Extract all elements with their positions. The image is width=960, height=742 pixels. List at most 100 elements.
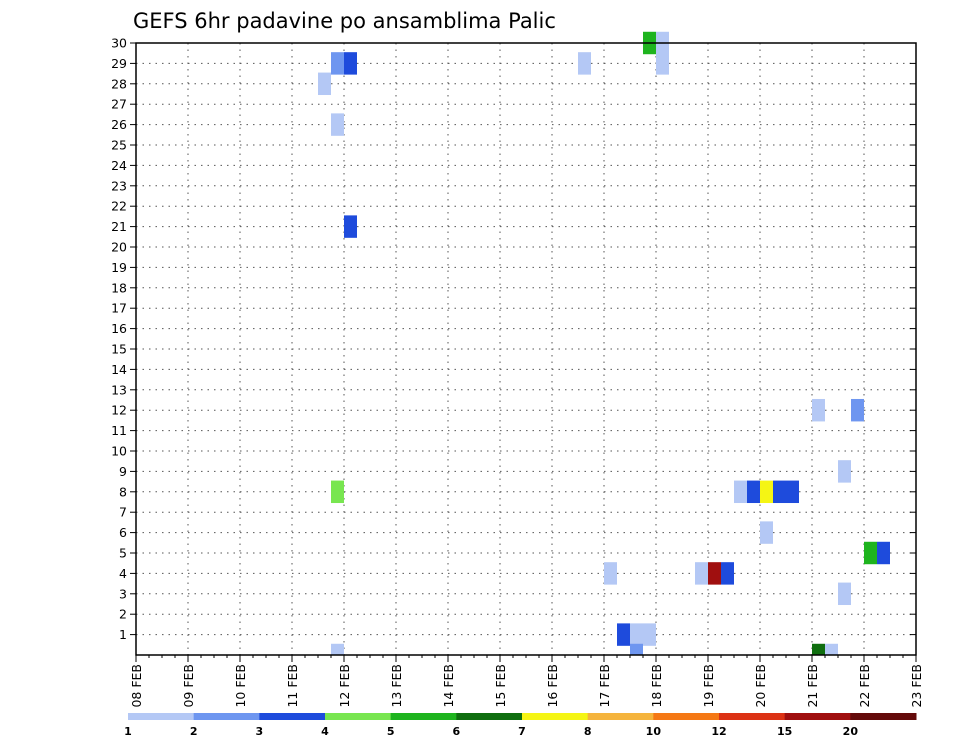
colorbar-label: 5	[387, 725, 395, 738]
heatmap-cells	[318, 31, 890, 655]
x-tick-label: 15 FEB	[493, 664, 508, 708]
y-tick-label: 25	[111, 138, 127, 153]
colorbar-segment	[128, 713, 195, 720]
x-tick-label: 09 FEB	[181, 664, 196, 708]
y-tick-label: 18	[111, 280, 127, 295]
y-tick-label: 3	[119, 586, 127, 601]
x-tick-label: 18 FEB	[649, 664, 664, 708]
heatmap-cell	[318, 72, 331, 96]
x-tick-label: 12 FEB	[337, 664, 352, 708]
y-tick-label: 15	[111, 342, 127, 357]
colorbar-label: 20	[843, 725, 859, 738]
y-tick-label: 16	[111, 321, 127, 336]
heatmap-cell	[695, 562, 708, 585]
colorbar-segment	[193, 713, 260, 720]
heatmap-cell	[838, 582, 851, 606]
heatmap-cell	[851, 398, 864, 422]
y-axis: 1234567891011121314151617181920212223242…	[111, 36, 916, 642]
heatmap-cell	[578, 52, 591, 75]
y-tick-label: 1	[119, 627, 127, 642]
heatmap-cell	[630, 643, 643, 655]
colorbar-segment	[653, 713, 720, 720]
colorbar-label: 2	[190, 725, 198, 738]
heatmap-cell	[643, 623, 656, 646]
y-tick-label: 8	[119, 484, 127, 499]
y-tick-label: 28	[111, 76, 127, 91]
heatmap-cell	[773, 480, 786, 504]
heatmap-cell	[708, 562, 721, 585]
x-tick-label: 13 FEB	[389, 664, 404, 708]
x-tick-label: 22 FEB	[857, 664, 872, 708]
heatmap-cell	[838, 460, 851, 483]
y-tick-label: 9	[119, 464, 127, 479]
y-tick-label: 26	[111, 117, 127, 132]
heatmap-cell	[734, 480, 747, 504]
y-tick-label: 21	[111, 219, 127, 234]
heatmap-cell	[630, 623, 643, 646]
heatmap-cell	[331, 480, 344, 504]
colorbar-label: 1	[124, 725, 132, 738]
x-tick-label: 21 FEB	[805, 664, 820, 708]
heatmap-cell	[604, 562, 617, 585]
y-tick-label: 5	[119, 546, 127, 561]
colorbar-segment	[325, 713, 392, 720]
heatmap-cell	[617, 623, 630, 646]
grid-lines	[136, 43, 916, 655]
colorbar: 1 2 3 4 5 6 7 8 10 12 15 20	[124, 713, 917, 738]
heatmap-cell	[747, 480, 760, 504]
x-tick-label: 10 FEB	[233, 664, 248, 708]
colorbar-label: 4	[321, 725, 329, 738]
colorbar-label: 15	[777, 725, 792, 738]
colorbar-label: 12	[711, 725, 726, 738]
y-tick-label: 23	[111, 178, 127, 193]
y-tick-label: 24	[111, 158, 127, 173]
colorbar-label: 6	[453, 725, 461, 738]
heatmap-cell	[760, 521, 773, 544]
heatmap-cell	[864, 541, 877, 565]
colorbar-label: 10	[646, 725, 662, 738]
y-tick-label: 10	[111, 444, 127, 459]
colorbar-segment	[390, 713, 457, 720]
colorbar-segment	[850, 713, 917, 720]
y-tick-label: 20	[111, 240, 127, 255]
colorbar-segment	[259, 713, 326, 720]
heatmap-cell	[812, 398, 825, 422]
colorbar-label: 3	[256, 725, 264, 738]
chart-title: GEFS 6hr padavine po ansamblima Palic	[133, 9, 556, 33]
colorbar-segment	[587, 713, 654, 720]
heatmap-cell	[812, 643, 825, 655]
y-tick-label: 12	[111, 403, 127, 418]
y-tick-label: 2	[119, 607, 127, 622]
y-tick-label: 13	[111, 382, 127, 397]
x-tick-label: 08 FEB	[129, 664, 144, 708]
y-tick-label: 30	[111, 36, 127, 51]
y-tick-label: 11	[111, 423, 127, 438]
heatmap-cell	[344, 52, 357, 75]
y-tick-label: 19	[111, 260, 127, 275]
x-tick-label: 14 FEB	[441, 664, 456, 708]
x-tick-label: 20 FEB	[753, 664, 768, 708]
colorbar-segment	[719, 713, 786, 720]
colorbar-label: 7	[518, 725, 526, 738]
x-tick-label: 23 FEB	[909, 664, 924, 708]
colorbar-segment	[522, 713, 589, 720]
heatmap-cell	[721, 562, 734, 585]
x-tick-label: 11 FEB	[285, 664, 300, 708]
y-tick-label: 29	[111, 56, 127, 71]
y-tick-label: 7	[119, 505, 127, 520]
x-tick-label: 19 FEB	[701, 664, 716, 708]
y-tick-label: 17	[111, 301, 127, 316]
heatmap-cell	[786, 480, 799, 504]
heatmap-cell	[877, 541, 890, 565]
x-tick-label: 17 FEB	[597, 664, 612, 708]
colorbar-segment	[456, 713, 523, 720]
x-tick-label: 16 FEB	[545, 664, 560, 708]
y-tick-label: 27	[111, 97, 127, 112]
colorbar-label: 8	[584, 725, 592, 738]
y-tick-label: 6	[119, 525, 127, 540]
x-axis: 08 FEB 09 FEB 10 FEB 11 FEB 12 FEB 13 FEB 14 F…	[129, 655, 924, 708]
heatmap-cell	[825, 643, 838, 655]
colorbar-segment	[784, 713, 851, 720]
heatmap-cell	[331, 52, 344, 75]
